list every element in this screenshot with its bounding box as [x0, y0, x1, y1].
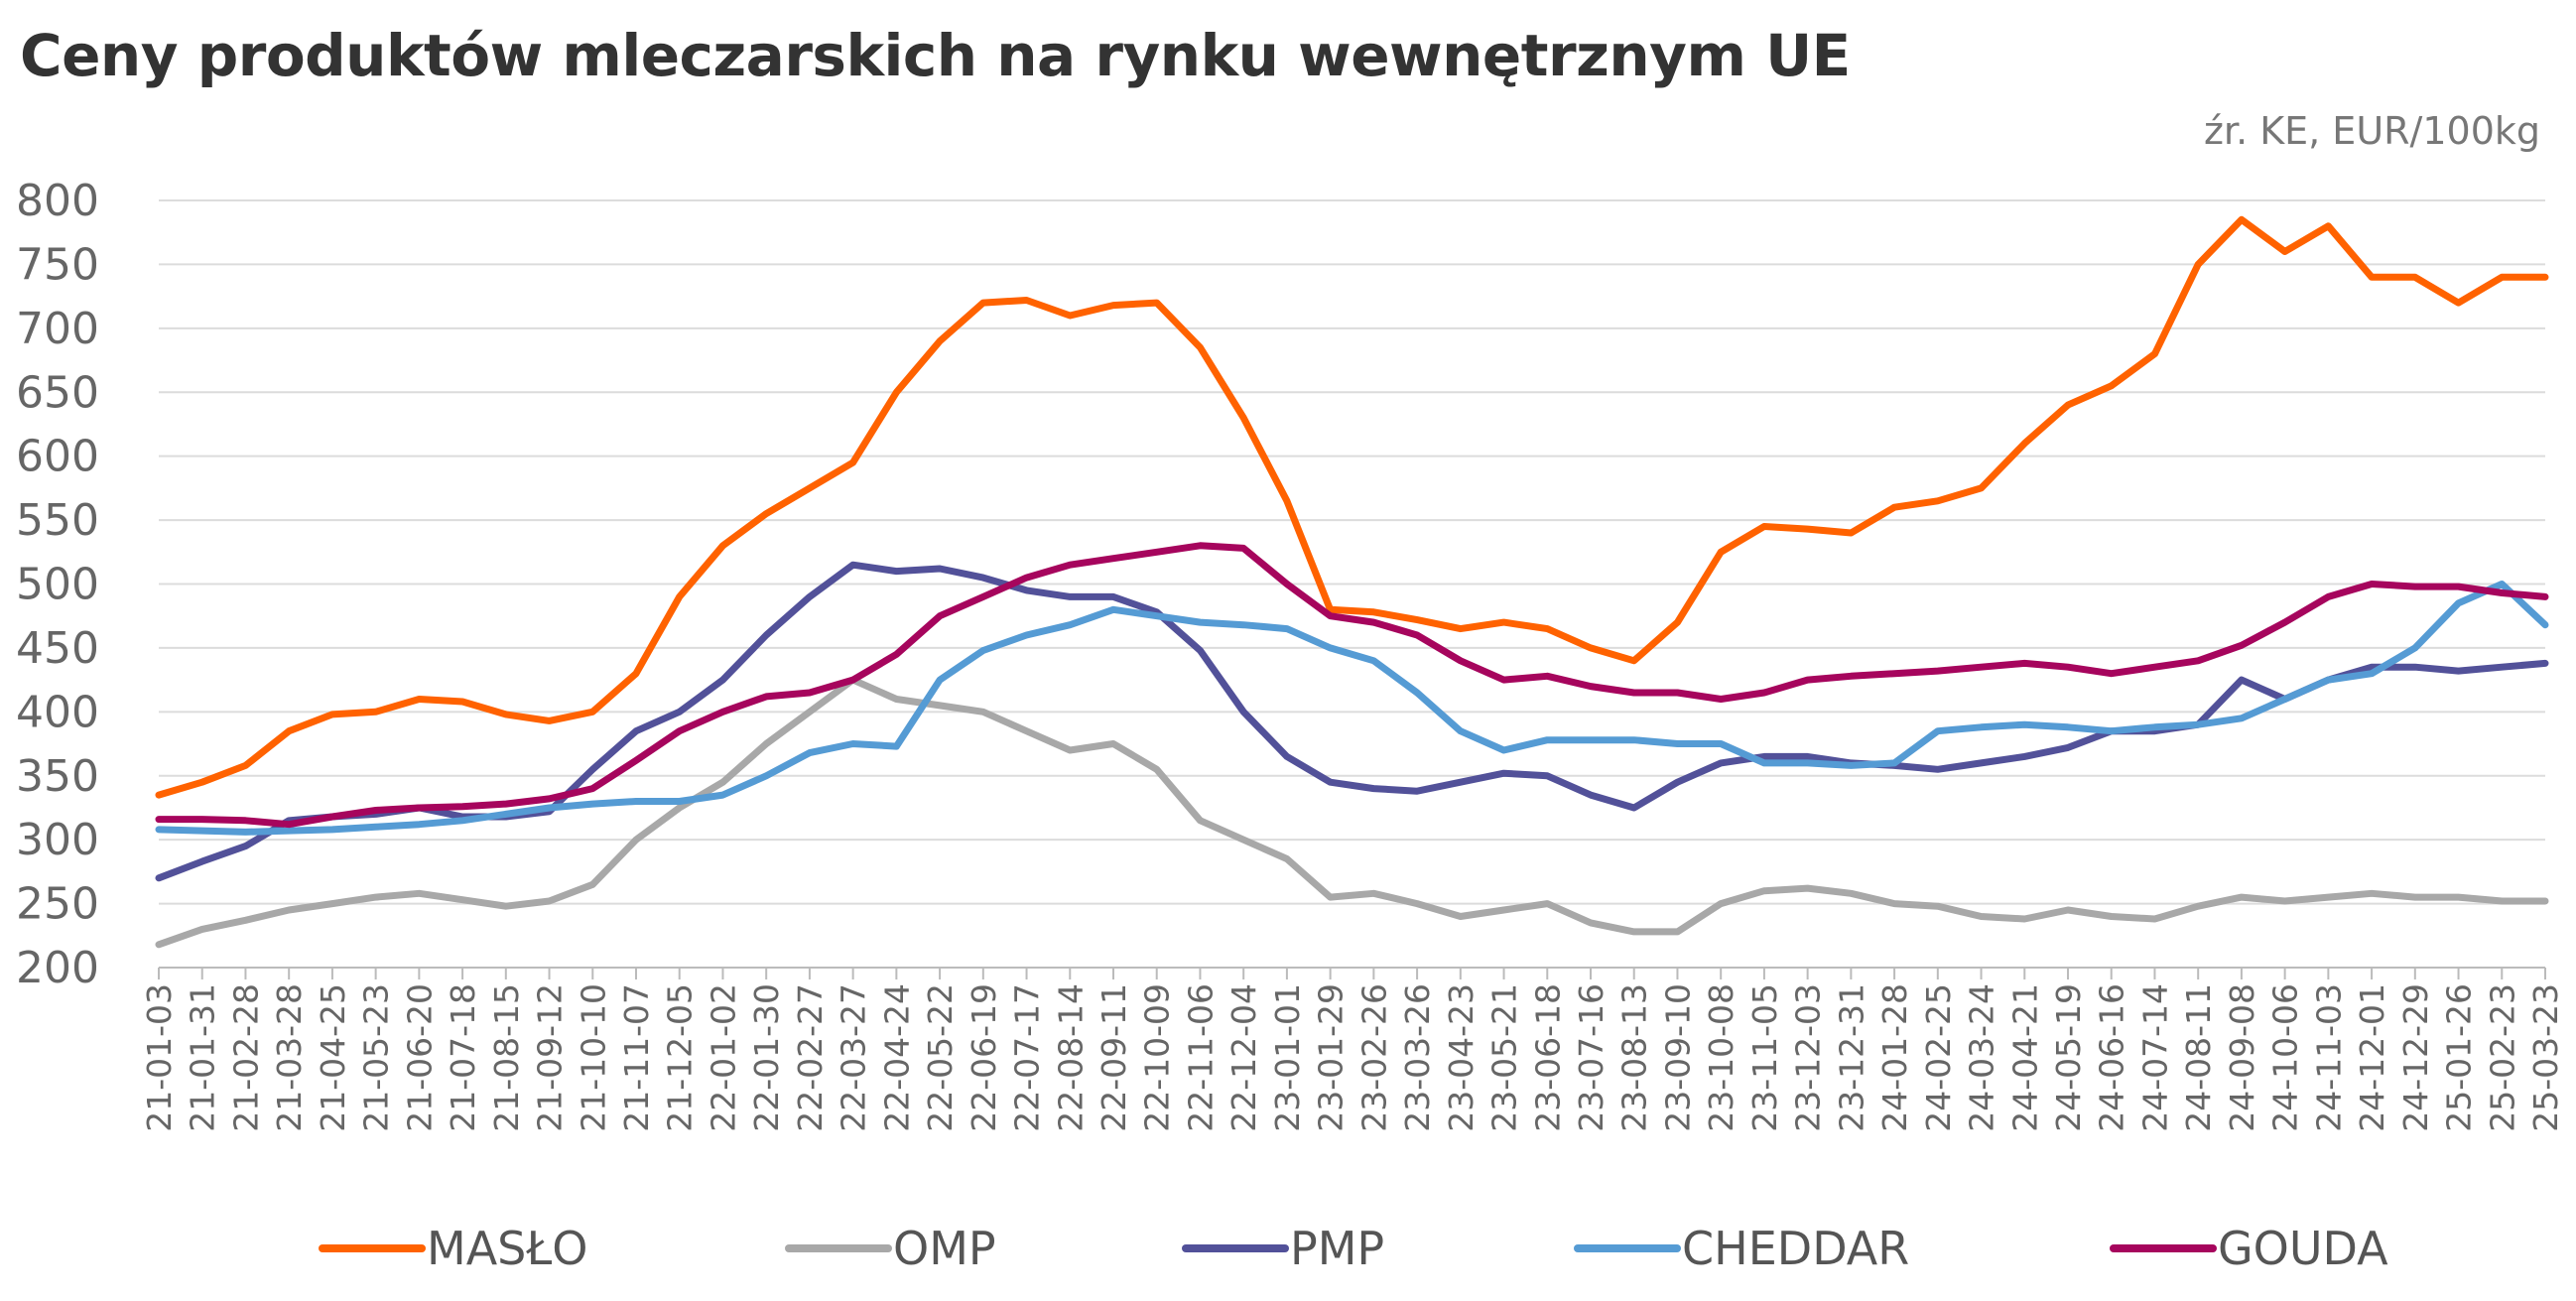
x-tick-label: 24-06-16 — [2093, 983, 2131, 1132]
x-tick-label: 21-06-20 — [400, 983, 439, 1132]
x-tick-label: 22-04-24 — [877, 983, 916, 1132]
x-tick-label: 24-08-11 — [2179, 983, 2218, 1132]
y-tick-label: 450 — [16, 623, 99, 674]
x-tick-label: 22-01-02 — [704, 983, 742, 1132]
x-tick-label: 22-05-22 — [921, 983, 960, 1132]
x-tick-label: 23-10-08 — [1702, 983, 1740, 1132]
series-line-omp — [155, 676, 2549, 949]
x-tick-label: 24-01-28 — [1875, 983, 1914, 1132]
x-tick-label: 24-04-21 — [2005, 983, 2044, 1132]
y-tick-label: 350 — [16, 751, 99, 802]
x-tick-label: 21-08-15 — [487, 983, 526, 1132]
x-tick-label: 23-12-31 — [1832, 983, 1870, 1132]
y-tick-label: 600 — [16, 432, 99, 482]
x-tick-label: 22-08-14 — [1051, 983, 1090, 1132]
x-tick-label: 23-11-05 — [1745, 983, 1784, 1132]
x-tick-label: 21-12-05 — [661, 983, 700, 1132]
series-line-cheddar — [155, 581, 2549, 836]
y-tick-label: 300 — [16, 815, 99, 865]
x-tick-label: 21-05-23 — [357, 983, 396, 1132]
x-tick-label: 22-12-04 — [1224, 983, 1263, 1132]
x-tick-label: 25-01-26 — [2440, 983, 2479, 1132]
x-tick-label: 23-06-18 — [1528, 983, 1567, 1132]
x-tick-label: 21-01-03 — [140, 983, 179, 1132]
x-tick-label: 24-11-03 — [2309, 983, 2348, 1132]
source-note: źr. KE, EUR/100kg — [2203, 109, 2540, 153]
x-tick-label: 23-03-26 — [1398, 983, 1437, 1132]
x-tick-label: 23-05-21 — [1485, 983, 1524, 1132]
x-tick-label: 21-11-07 — [617, 983, 656, 1132]
series-layer — [155, 215, 2549, 949]
legend: MASŁO OMP PMP CHEDDAR GOUDA — [319, 1222, 2388, 1275]
x-tick-label: 23-09-10 — [1658, 983, 1697, 1132]
x-tick-label: 22-10-09 — [1138, 983, 1177, 1132]
x-tick-label: 21-04-25 — [314, 983, 352, 1132]
x-tick-label: 22-02-27 — [791, 983, 830, 1132]
x-tick-label: 22-09-11 — [1095, 983, 1133, 1132]
x-tick-label: 24-10-06 — [2266, 983, 2305, 1132]
y-tick-label: 750 — [16, 239, 99, 290]
x-tick-label: 23-01-29 — [1312, 983, 1351, 1132]
x-tick-label: 24-05-19 — [2049, 983, 2088, 1132]
x-axis: 21-01-03 21-01-31 21-02-28 21-03-28 21-04-25… — [140, 968, 2565, 1132]
x-tick-label: 21-02-28 — [226, 983, 265, 1132]
x-tick-label: 23-01-01 — [1268, 983, 1307, 1132]
x-tick-label: 21-10-10 — [574, 983, 612, 1132]
y-tick-label: 500 — [16, 560, 99, 610]
x-tick-label: 22-06-19 — [965, 983, 1003, 1132]
x-tick-label: 25-03-23 — [2526, 983, 2565, 1132]
x-tick-label: 21-03-28 — [270, 983, 309, 1132]
x-tick-label: 23-02-26 — [1354, 983, 1393, 1132]
x-tick-label: 23-04-23 — [1442, 983, 1481, 1132]
x-tick-label: 23-07-16 — [1572, 983, 1610, 1132]
y-tick-label: 700 — [16, 304, 99, 354]
x-tick-label: 23-08-13 — [1615, 983, 1654, 1132]
legend-label: CHEDDAR — [1682, 1222, 1909, 1275]
x-tick-label: 22-07-17 — [1008, 983, 1047, 1132]
x-tick-label: 24-07-14 — [2135, 983, 2174, 1132]
series-line-gouda — [155, 542, 2549, 829]
y-axis: 200 250 300 350 400 450 500 550 600 650 700 750 800 — [16, 176, 99, 993]
x-tick-label: 23-12-03 — [1789, 983, 1828, 1132]
legend-label: MASŁO — [427, 1222, 587, 1275]
x-tick-label: 25-02-23 — [2483, 983, 2521, 1132]
y-tick-label: 400 — [16, 687, 99, 737]
y-tick-label: 800 — [16, 176, 99, 226]
y-tick-label: 250 — [16, 879, 99, 930]
y-tick-label: 200 — [16, 943, 99, 993]
x-tick-label: 21-01-31 — [184, 983, 222, 1132]
x-tick-label: 24-12-29 — [2396, 983, 2435, 1132]
x-tick-label: 24-12-01 — [2353, 983, 2391, 1132]
series-line-masło — [155, 215, 2549, 799]
y-tick-label: 550 — [16, 495, 99, 546]
x-tick-label: 21-07-18 — [444, 983, 482, 1132]
legend-label: GOUDA — [2218, 1222, 2388, 1275]
x-tick-label: 22-11-06 — [1181, 983, 1220, 1132]
x-tick-label: 22-03-27 — [835, 983, 873, 1132]
grid-layer — [159, 199, 2545, 969]
legend-label: OMP — [893, 1222, 996, 1275]
legend-label: PMP — [1290, 1222, 1384, 1275]
x-tick-label: 22-01-30 — [747, 983, 786, 1132]
x-tick-label: 24-02-25 — [1919, 983, 1958, 1132]
x-tick-label: 24-03-24 — [1963, 983, 2001, 1132]
y-tick-label: 650 — [16, 367, 99, 418]
x-tick-label: 24-09-08 — [2223, 983, 2261, 1132]
chart-title: Ceny produktów mleczarskich na rynku wew… — [20, 22, 1851, 89]
x-tick-label: 21-09-12 — [531, 983, 570, 1132]
